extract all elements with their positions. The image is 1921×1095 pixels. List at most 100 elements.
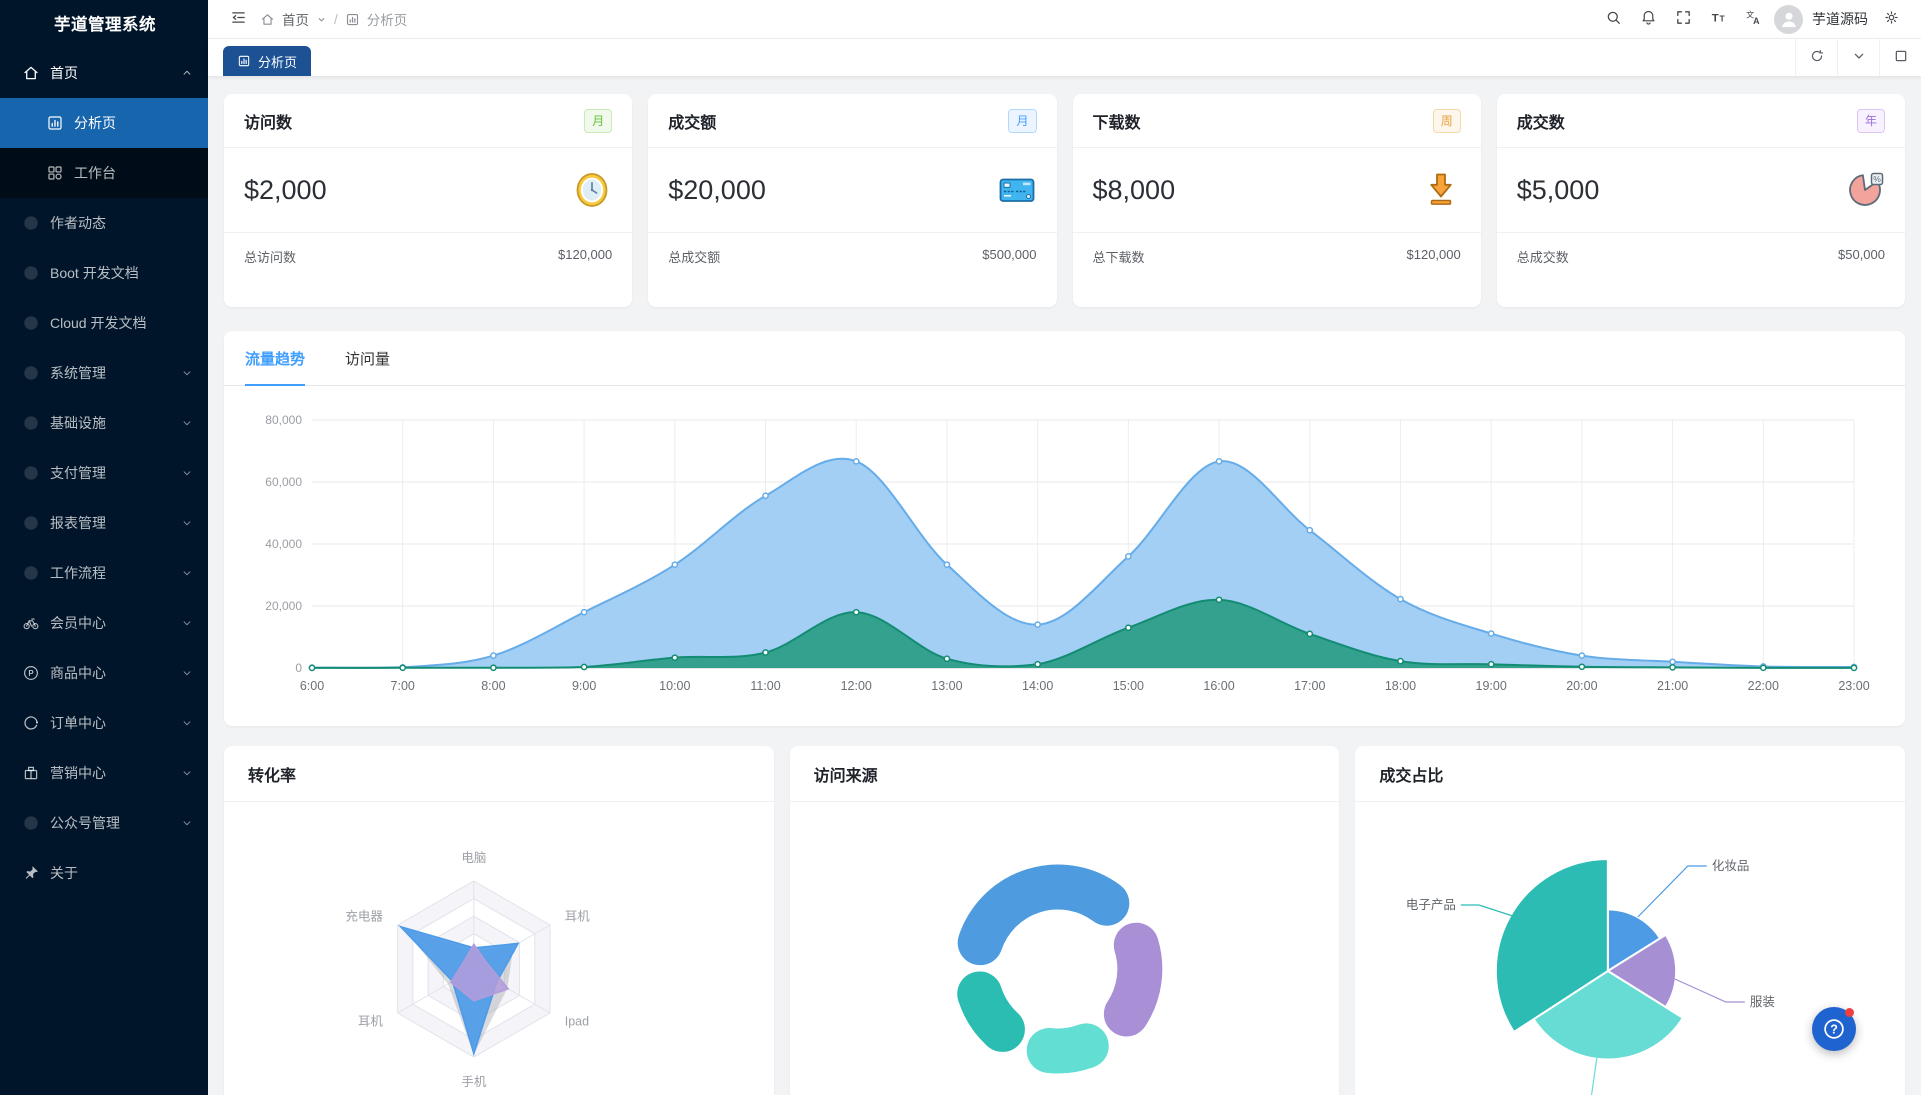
traffic-green-line xyxy=(311,598,1855,669)
app-title: 芋道管理系统 xyxy=(54,16,156,34)
avatar[interactable] xyxy=(1774,4,1803,34)
traffic-blue-point xyxy=(1578,652,1586,659)
sidebar-item-2[interactable]: 工作台 xyxy=(0,148,208,198)
sidebar-item-16[interactable]: 关于 xyxy=(0,848,208,898)
search-button[interactable] xyxy=(1599,5,1627,33)
stat-footer-value: $120,000 xyxy=(558,247,613,262)
chevron-down-icon xyxy=(180,766,194,780)
sidebar-item-4[interactable]: Boot 开发文档 xyxy=(0,248,208,298)
stats-row: 访问数 月 $2,000 总访问数 $120,000 成交额 月 $20,000 总成交额 $50… xyxy=(224,94,1905,307)
tab-label: 分析页 xyxy=(258,54,298,70)
x-axis-tick-label: 7:00 xyxy=(391,679,415,693)
sidebar-item-label: 工作流程 xyxy=(50,565,106,581)
tab-traffic-trend[interactable]: 流量趋势 xyxy=(245,331,306,386)
sidebar-item-1[interactable]: 分析页 xyxy=(0,98,208,148)
donut-segment-3 xyxy=(956,971,1025,1052)
sidebar-item-7[interactable]: 基础设施 xyxy=(0,398,208,448)
refresh-button[interactable] xyxy=(1795,39,1837,76)
username[interactable]: 芋道源码 xyxy=(1812,11,1868,27)
svg-text:文: 文 xyxy=(1746,10,1754,20)
sidebar-item-15[interactable]: 公众号管理 xyxy=(0,798,208,848)
tab-actions-button[interactable] xyxy=(1837,39,1879,76)
traffic-green-point xyxy=(1759,664,1767,672)
sidebar-item-0[interactable]: 首页 xyxy=(0,48,208,98)
pie-label-line-3 xyxy=(1461,904,1514,917)
stat-footer-label: 总成交数 xyxy=(1516,250,1569,265)
product-icon: P xyxy=(22,664,40,682)
sidebar-item-label: Boot 开发文档 xyxy=(50,265,139,281)
traffic-blue-point xyxy=(1397,595,1404,603)
traffic-trend-card: 流量趋势 访问量 0 20,000 40,000 60,000 80,000 6:00 7:… xyxy=(224,331,1905,726)
traffic-green-point xyxy=(1215,596,1223,604)
sidebar-item-11[interactable]: 会员中心 xyxy=(0,598,208,648)
maximize-button[interactable] xyxy=(1879,39,1921,76)
period-badge[interactable]: 月 xyxy=(1008,108,1037,133)
marketing-icon xyxy=(22,764,40,782)
credit-card-icon xyxy=(997,170,1037,210)
period-badge[interactable]: 周 xyxy=(1432,108,1461,133)
chevron-down-icon xyxy=(180,566,194,580)
radar-indicator-label: 耳机 xyxy=(358,1015,384,1029)
fullscreen-icon xyxy=(1675,9,1692,29)
svg-text:P: P xyxy=(28,669,33,678)
svg-text:T: T xyxy=(1711,12,1718,24)
sidebar-collapse-button[interactable] xyxy=(224,5,252,33)
sidebar-item-3[interactable]: 作者动态 xyxy=(0,198,208,248)
stat-card-body: $5,000% xyxy=(1497,148,1905,232)
logo[interactable]: 芋道管理系统 xyxy=(0,0,208,46)
chevron-down-icon xyxy=(180,366,194,380)
traffic-green-point xyxy=(1125,624,1132,632)
sidebar-item-5[interactable]: Cloud 开发文档 xyxy=(0,298,208,348)
traffic-blue-point xyxy=(1487,630,1495,637)
traffic-green-point xyxy=(1578,663,1586,671)
breadcrumb-root[interactable]: 首页 xyxy=(282,13,309,28)
sidebar-item-14[interactable]: 营销中心 xyxy=(0,748,208,798)
tab-visit-volume[interactable]: 访问量 xyxy=(345,350,391,368)
card-title: 转化率 xyxy=(224,746,774,802)
sidebar-item-label: 商品中心 xyxy=(50,665,106,681)
chevron-down-icon xyxy=(180,816,194,830)
sidebar-item-label: 支付管理 xyxy=(50,465,106,481)
chevron-down-icon xyxy=(180,616,194,630)
period-badge[interactable]: 年 xyxy=(1856,108,1885,133)
pie-slice-label-3: 电子产品 xyxy=(1406,898,1456,912)
sidebar-item-12[interactable]: P 商品中心 xyxy=(0,648,208,698)
traffic-blue-point xyxy=(1669,658,1676,666)
period-badge[interactable]: 月 xyxy=(584,108,613,133)
chevron-down-icon xyxy=(180,416,194,430)
x-axis-tick-label: 15:00 xyxy=(1113,679,1144,693)
stat-card-body: $2,000 xyxy=(224,148,632,232)
settings-button[interactable] xyxy=(1877,5,1905,33)
traffic-green-point xyxy=(671,654,679,662)
stat-footer-value: $50,000 xyxy=(1838,247,1885,262)
refresh-icon xyxy=(1809,48,1825,67)
sidebar-item-8[interactable]: 支付管理 xyxy=(0,448,208,498)
sidebar-item-9[interactable]: 报表管理 xyxy=(0,498,208,548)
sidebar: 芋道管理系统 首页 分析页 工作台 作者动态 Boot 开发文档 Cloud 开发文档 系统… xyxy=(0,0,208,1095)
sidebar-item-13[interactable]: 订单中心 xyxy=(0,698,208,748)
stat-footer-label: 总成交额 xyxy=(668,250,721,265)
sidebar-item-10[interactable]: 工作流程 xyxy=(0,548,208,598)
tab-analysis[interactable]: 分析页 xyxy=(223,46,312,76)
help-button[interactable]: ? xyxy=(1812,1007,1856,1051)
stat-card-header: 下载数 周 xyxy=(1072,94,1481,148)
traffic-blue-point xyxy=(1125,553,1132,560)
sidebar-item-6[interactable]: 系统管理 xyxy=(0,348,208,398)
radar-blue-polygon xyxy=(398,925,520,1057)
tabbar-controls xyxy=(1795,39,1921,76)
pie-slice-3 xyxy=(1495,858,1610,1033)
home-icon[interactable] xyxy=(260,12,275,27)
x-axis-tick-label: 21:00 xyxy=(1657,679,1688,693)
svg-text:%: % xyxy=(1873,174,1881,184)
pie-slice-0 xyxy=(1607,908,1662,972)
traffic-blue-point xyxy=(762,492,769,500)
stat-card-body: $8,000 xyxy=(1073,148,1481,232)
bell-button[interactable] xyxy=(1634,5,1662,33)
fullscreen-button[interactable] xyxy=(1669,5,1697,33)
pie-slice-label-0: 化妆品 xyxy=(1712,859,1750,873)
radar-purple-polygon xyxy=(449,942,510,1002)
